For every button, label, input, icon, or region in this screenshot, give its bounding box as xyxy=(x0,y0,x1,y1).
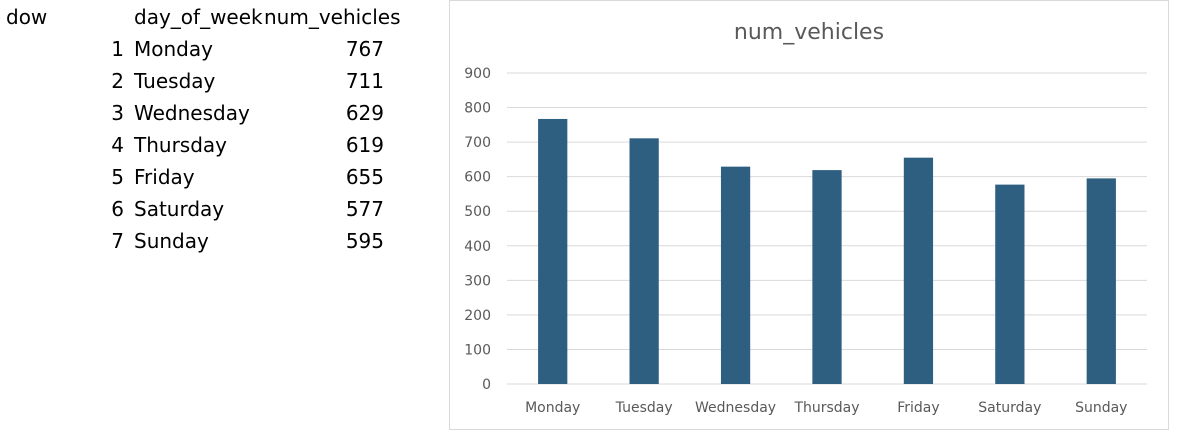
x-tick-label: Saturday xyxy=(978,400,1041,416)
cell-num-vehicles[interactable]: 767 xyxy=(345,37,384,61)
y-tick-label: 900 xyxy=(464,66,491,82)
bar-thursday[interactable] xyxy=(812,170,842,384)
header-num-vehicles[interactable]: num_vehicles xyxy=(264,5,401,29)
cell-dow[interactable]: 1 xyxy=(111,37,124,61)
bar-chart: num_vehicles 0 100 200 300 400 500 600 700 800 90… xyxy=(464,20,1147,416)
cell-num-vehicles[interactable]: 711 xyxy=(345,69,384,93)
cell-num-vehicles[interactable]: 655 xyxy=(345,165,384,189)
header-day-of-week[interactable]: day_of_week xyxy=(134,5,263,29)
x-tick-label: Wednesday xyxy=(695,400,776,416)
y-tick-label: 200 xyxy=(464,308,491,324)
y-axis-ticks: 0 100 200 300 400 500 600 700 800 900 xyxy=(464,66,491,393)
cell-day-of-week[interactable]: Sunday xyxy=(134,229,209,253)
cell-dow[interactable]: 2 xyxy=(111,69,124,93)
cell-day-of-week[interactable]: Thursday xyxy=(134,133,227,157)
chart-area[interactable]: num_vehicles 0 100 200 300 400 500 600 700 800 90… xyxy=(449,0,1169,430)
y-tick-label: 500 xyxy=(464,204,491,220)
y-tick-label: 400 xyxy=(464,239,491,255)
cell-dow[interactable]: 6 xyxy=(111,197,124,221)
cell-day-of-week[interactable]: Tuesday xyxy=(134,69,216,93)
header-dow[interactable]: dow xyxy=(6,5,48,29)
y-tick-label: 0 xyxy=(482,377,491,393)
cell-num-vehicles[interactable]: 577 xyxy=(345,197,384,221)
bar-saturday[interactable] xyxy=(995,184,1025,384)
cell-day-of-week[interactable]: Monday xyxy=(134,37,213,61)
x-tick-label: Sunday xyxy=(1075,400,1127,416)
x-tick-label: Friday xyxy=(897,400,939,416)
y-tick-label: 100 xyxy=(464,342,491,358)
bar-tuesday[interactable] xyxy=(629,138,659,384)
cell-dow[interactable]: 5 xyxy=(111,165,124,189)
bar-wednesday[interactable] xyxy=(720,166,751,384)
bar-sunday[interactable] xyxy=(1086,178,1116,384)
cell-dow[interactable]: 3 xyxy=(111,101,124,125)
x-tick-label: Thursday xyxy=(793,400,859,416)
cell-dow[interactable]: 7 xyxy=(111,229,124,253)
cell-num-vehicles[interactable]: 619 xyxy=(345,133,384,157)
x-axis-ticks: Monday Tuesday Wednesday Thursday Friday Satu… xyxy=(525,400,1127,416)
bars xyxy=(538,118,1116,384)
bar-friday[interactable] xyxy=(903,157,934,384)
cell-num-vehicles[interactable]: 595 xyxy=(345,229,384,253)
y-tick-label: 800 xyxy=(464,101,491,117)
cell-dow[interactable]: 4 xyxy=(111,133,124,157)
x-tick-label: Monday xyxy=(525,400,580,416)
y-tick-label: 700 xyxy=(464,135,491,151)
cell-num-vehicles[interactable]: 629 xyxy=(345,101,384,125)
x-tick-label: Tuesday xyxy=(615,400,673,416)
y-tick-label: 600 xyxy=(464,170,491,186)
cell-day-of-week[interactable]: Friday xyxy=(134,165,195,189)
cell-day-of-week[interactable]: Saturday xyxy=(134,197,225,221)
cell-day-of-week[interactable]: Wednesday xyxy=(134,101,250,125)
y-tick-label: 300 xyxy=(464,273,491,289)
bar-monday[interactable] xyxy=(538,118,568,384)
chart-title: num_vehicles xyxy=(734,20,884,45)
